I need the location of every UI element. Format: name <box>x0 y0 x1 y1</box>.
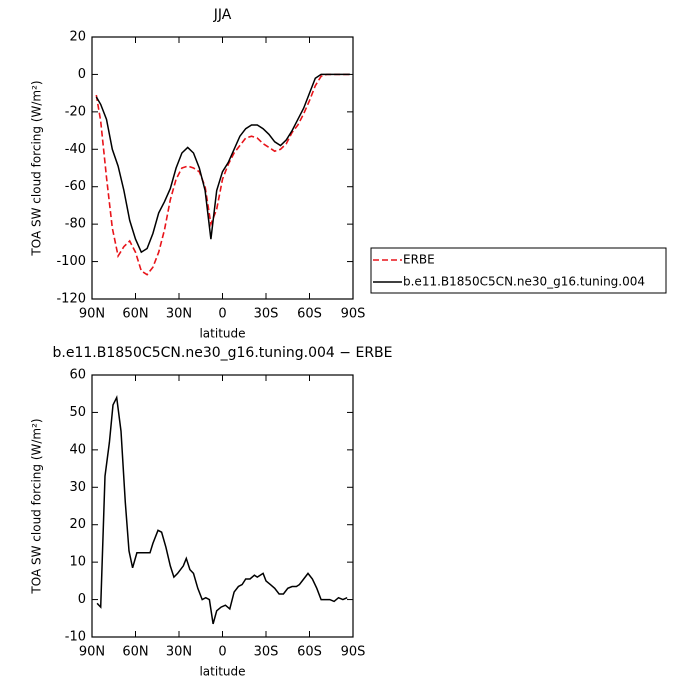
x-tick-label: 30S <box>254 645 279 660</box>
y-axis-label: TOA SW cloud forcing (W/m²) <box>30 80 44 256</box>
x-tick-label: 90S <box>341 307 366 322</box>
x-tick-label: 90S <box>341 645 366 660</box>
y-axis-label: TOA SW cloud forcing (W/m²) <box>30 418 44 594</box>
x-axis-label: latitude <box>199 665 245 679</box>
x-tick-label: 60S <box>297 645 322 660</box>
y-tick-label: -20 <box>65 104 86 119</box>
y-tick-label: 20 <box>69 30 86 45</box>
x-tick-label: 0 <box>218 307 226 322</box>
x-axis-label: latitude <box>199 327 245 341</box>
y-tick-label: -10 <box>65 630 86 645</box>
x-tick-label: 0 <box>218 645 226 660</box>
legend-label: b.e11.B1850C5CN.ne30_g16.tuning.004 <box>403 275 645 289</box>
y-tick-label: 40 <box>69 442 86 457</box>
data-line <box>95 73 351 276</box>
y-tick-label: -40 <box>65 142 86 157</box>
y-tick-label: 50 <box>69 405 86 420</box>
x-tick-label: 30N <box>166 307 192 322</box>
x-tick-label: 30N <box>166 645 192 660</box>
x-tick-label: 60S <box>297 307 322 322</box>
legend-box <box>370 247 667 294</box>
data-line <box>96 394 348 625</box>
y-tick-label: -80 <box>65 217 86 232</box>
data-line <box>95 73 351 254</box>
x-tick-label: 30S <box>254 307 279 322</box>
y-tick-label: -60 <box>65 179 86 194</box>
y-tick-label: -120 <box>56 292 86 307</box>
y-tick-label: 20 <box>69 517 86 532</box>
legend-label: ERBE <box>403 253 435 267</box>
y-tick-label: 30 <box>69 480 86 495</box>
x-tick-label: 90N <box>79 645 105 660</box>
y-tick-label: 0 <box>78 592 86 607</box>
x-tick-label: 60N <box>122 307 148 322</box>
x-tick-label: 90N <box>79 307 105 322</box>
y-tick-label: -100 <box>56 254 86 269</box>
y-tick-label: 0 <box>78 67 86 82</box>
y-tick-label: 60 <box>69 368 86 383</box>
chart-title: b.e11.B1850C5CN.ne30_g16.tuning.004 − ER… <box>53 345 393 361</box>
y-tick-label: 10 <box>69 555 86 570</box>
x-tick-label: 60N <box>122 645 148 660</box>
chart-title: JJA <box>213 7 232 23</box>
